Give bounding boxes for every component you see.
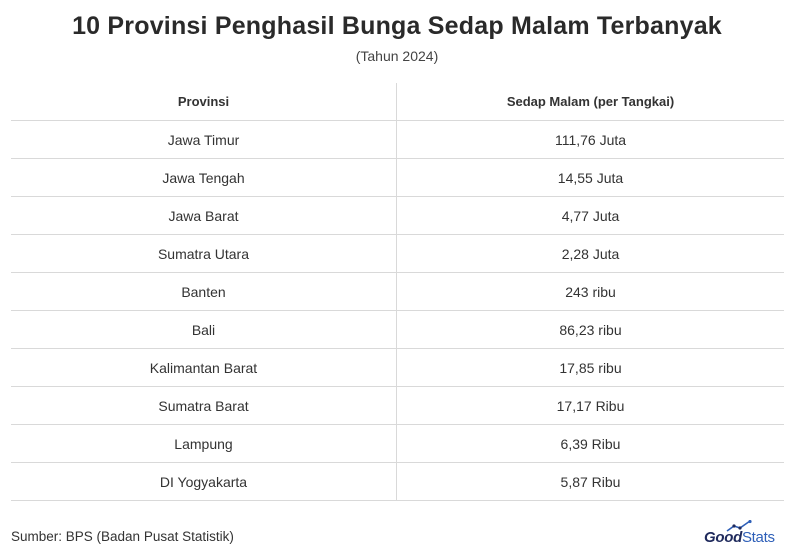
table-row: Bali 86,23 ribu [11, 311, 784, 349]
table-row: Sumatra Utara 2,28 Juta [11, 235, 784, 273]
cell-value: 6,39 Ribu [560, 435, 621, 452]
cell-provinsi: Bali [11, 311, 397, 348]
cell-provinsi: Banten [11, 273, 397, 310]
table-row: Lampung 6,39 Ribu [11, 425, 784, 463]
logo-wordmark: GoodStats [704, 529, 775, 546]
page-title: 10 Provinsi Penghasil Bunga Sedap Malam … [72, 12, 722, 40]
logo-text-stats: Stats [741, 529, 775, 546]
header-sedap-malam: Sedap Malam (per Tangkai) [506, 94, 675, 109]
table-row: Jawa Barat 4,77 Juta [11, 197, 784, 235]
cell-provinsi: Sumatra Barat [11, 387, 397, 424]
cell-provinsi: DI Yogyakarta [11, 463, 397, 500]
table-row: Jawa Tengah 14,55 Juta [11, 159, 784, 197]
cell-value: 17,85 ribu [559, 359, 622, 376]
logo-text-good: Good [704, 529, 742, 546]
table-row: Kalimantan Barat 17,85 ribu [11, 349, 784, 387]
cell-value: 86,23 ribu [559, 321, 622, 338]
table-row: DI Yogyakarta 5,87 Ribu [11, 463, 784, 501]
cell-provinsi: Sumatra Utara [11, 235, 397, 272]
table-header-row: Provinsi Sedap Malam (per Tangkai) [11, 83, 784, 121]
cell-provinsi: Lampung [11, 425, 397, 462]
cell-value: 243 ribu [565, 283, 616, 300]
goodstats-logo: GoodStats [704, 520, 788, 549]
cell-provinsi: Jawa Tengah [11, 159, 397, 196]
data-table: Provinsi Sedap Malam (per Tangkai) Jawa … [11, 83, 784, 501]
cell-value: 4,77 Juta [561, 207, 620, 224]
cell-value: 2,28 Juta [561, 245, 620, 262]
table-row: Jawa Timur 111,76 Juta [11, 121, 784, 159]
cell-provinsi: Jawa Barat [11, 197, 397, 234]
cell-provinsi: Jawa Timur [11, 121, 397, 158]
cell-value: 111,76 Juta [554, 131, 627, 148]
source-note: Sumber: BPS (Badan Pusat Statistik) [11, 529, 234, 544]
page-subtitle: (Tahun 2024) [355, 48, 439, 64]
growth-chart-icon [726, 520, 752, 532]
cell-value: 14,55 Juta [557, 169, 624, 186]
cell-value: 5,87 Ribu [560, 473, 621, 490]
cell-value: 17,17 Ribu [556, 397, 625, 414]
header-provinsi: Provinsi [11, 83, 397, 120]
cell-provinsi: Kalimantan Barat [11, 349, 397, 386]
table-row: Sumatra Barat 17,17 Ribu [11, 387, 784, 425]
table-row: Banten 243 ribu [11, 273, 784, 311]
